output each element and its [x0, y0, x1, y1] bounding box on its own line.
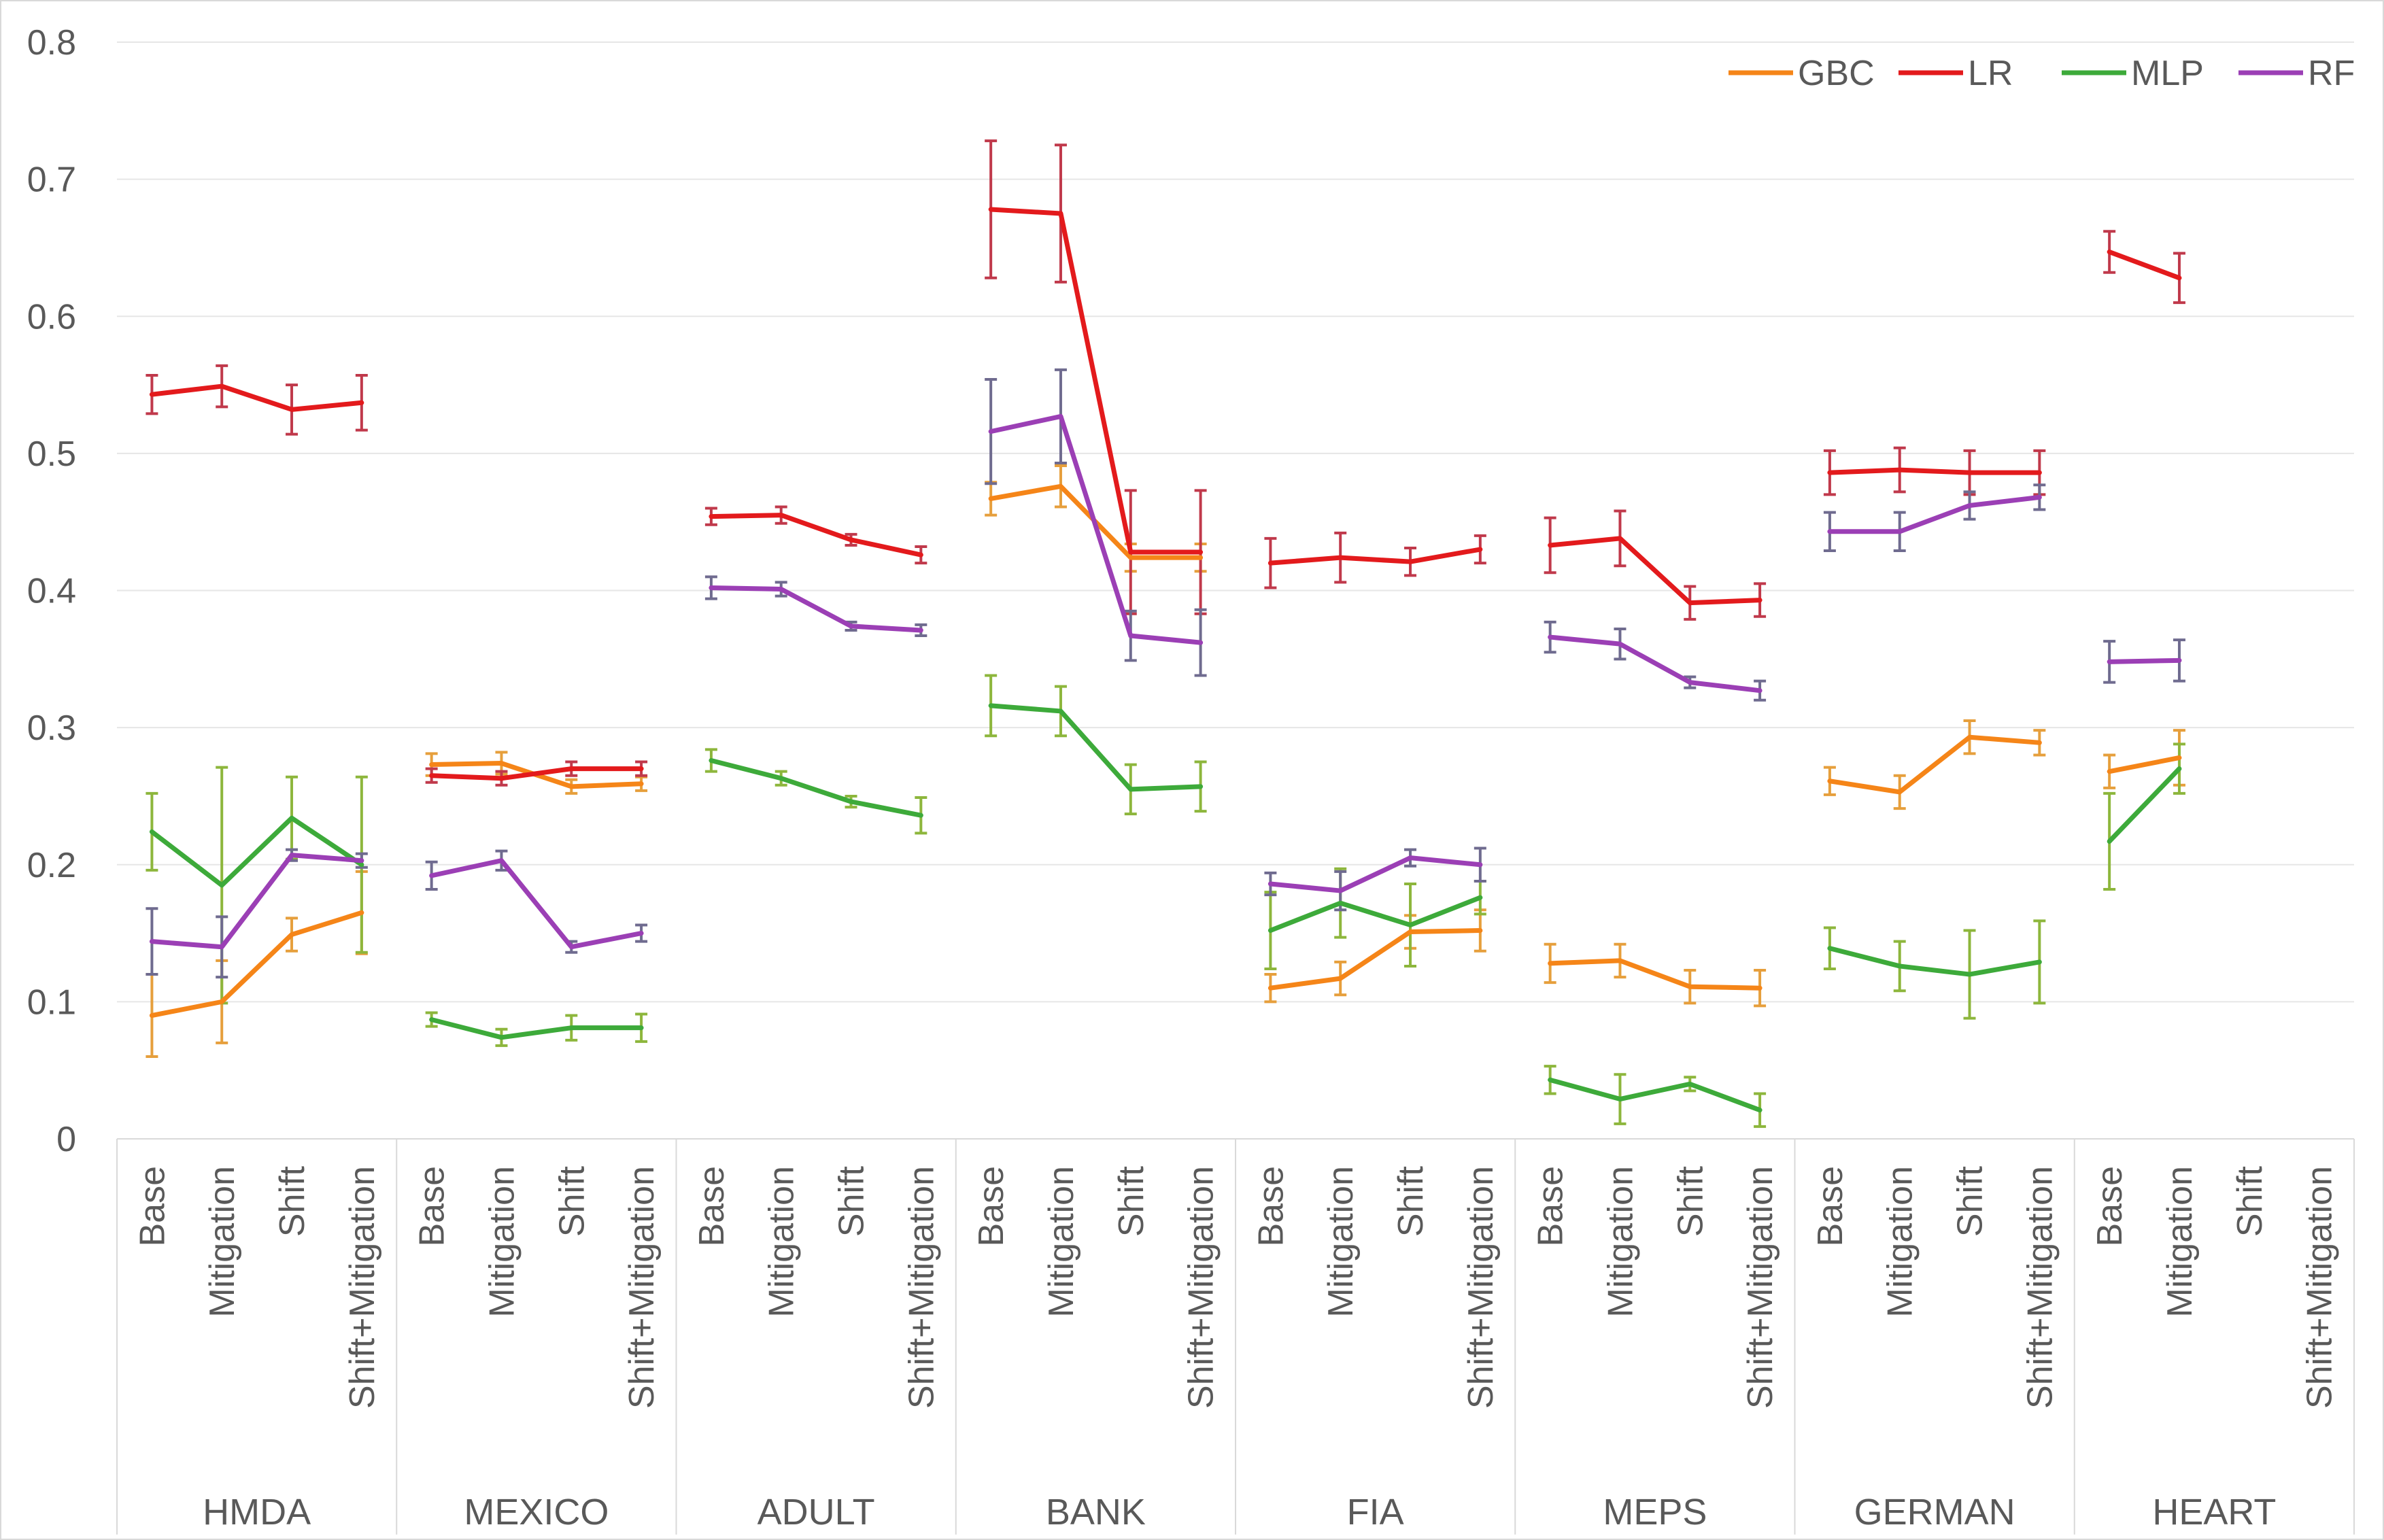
series-line-rf	[988, 413, 1204, 645]
x-group-label: HEART	[2152, 1492, 2276, 1533]
x-category-label: Mitigation	[762, 1166, 802, 1318]
x-category-label: Shift	[1391, 1165, 1431, 1237]
x-category-label: Shift+Mitigation	[622, 1166, 662, 1409]
x-category-label: Mitigation	[1321, 1166, 1361, 1318]
series-line-rf	[429, 858, 644, 950]
series-line-rf	[1827, 494, 2042, 534]
series-line-lr	[709, 513, 923, 558]
x-category-label: Mitigation	[1881, 1166, 1920, 1318]
x-category-label: Shift	[832, 1165, 872, 1237]
legend-label-rf: RF	[2308, 54, 2355, 93]
x-category-label: Base	[133, 1166, 172, 1247]
legend-label-lr: LR	[1968, 54, 2013, 93]
x-category-label: Base	[1811, 1166, 1850, 1247]
x-group-label: ADULT	[757, 1492, 875, 1533]
x-category-label: Shift+Mitigation	[1741, 1166, 1780, 1409]
x-group-label: FIA	[1347, 1492, 1404, 1533]
x-category-label: Shift+Mitigation	[902, 1166, 941, 1409]
series-line-mlp	[709, 758, 923, 818]
x-group-label: HMDA	[203, 1492, 311, 1533]
series-line-lr	[1827, 467, 2042, 475]
series-line-lr	[2107, 249, 2182, 281]
series-line-mlp	[1548, 1077, 1763, 1113]
series-line-rf	[149, 853, 364, 950]
series-line-rf	[1548, 634, 1763, 694]
y-tick-label: 0.1	[27, 982, 76, 1022]
series-line-gbc	[1827, 734, 2042, 795]
series-line-lr	[149, 383, 364, 412]
series-line-gbc	[1267, 928, 1483, 991]
x-category-label: Shift	[552, 1165, 592, 1237]
series-line-rf	[2107, 657, 2182, 664]
x-category-label: Mitigation	[2160, 1166, 2200, 1318]
gridlines	[117, 41, 2354, 1140]
x-category-label: Base	[2090, 1166, 2130, 1247]
x-category-label: Shift	[1112, 1165, 1151, 1237]
x-category-label: Base	[692, 1166, 732, 1247]
y-axis-tick-labels: 0 0.1 0.2 0.3 0.4 0.5 0.6 0.7 0.8	[27, 23, 76, 1159]
series-line-lr	[1548, 536, 1763, 606]
legend: GBC LR MLP RF	[1729, 54, 2355, 93]
y-tick-label: 0.3	[27, 708, 76, 748]
x-category-label: Base	[1251, 1166, 1291, 1247]
x-category-label: Base	[972, 1166, 1011, 1247]
x-category-label: Base	[413, 1166, 452, 1247]
y-tick-label: 0.5	[27, 434, 76, 474]
series-line-mlp	[2107, 766, 2182, 844]
x-axis: Base Mitigation Shift Shift+Mitigation HMDA B…	[116, 1139, 2355, 1535]
series-line-mlp	[429, 1017, 644, 1040]
x-category-label: Mitigation	[203, 1166, 242, 1318]
x-group-label: BANK	[1046, 1492, 1146, 1533]
x-category-label: Shift+Mitigation	[1461, 1166, 1501, 1409]
x-category-label: Shift	[2230, 1165, 2270, 1237]
series-line-rf	[709, 585, 923, 633]
x-category-label: Mitigation	[1042, 1166, 1081, 1318]
error-bars	[146, 139, 2185, 1128]
x-category-label: Base	[1531, 1166, 1571, 1247]
series-line-lr	[429, 766, 644, 781]
x-category-label: Shift	[1951, 1165, 1990, 1237]
legend-label-mlp: MLP	[2131, 54, 2204, 93]
series-line-gbc	[1548, 958, 1763, 991]
series-line-rf	[1267, 855, 1483, 893]
legend-label-gbc: GBC	[1798, 54, 1875, 93]
x-group-label: MEPS	[1603, 1492, 1707, 1533]
series-line-mlp	[149, 815, 364, 888]
y-tick-label: 0.8	[27, 23, 76, 63]
x-group-label: MEXICO	[464, 1492, 609, 1533]
x-category-label: Shift+Mitigation	[2020, 1166, 2060, 1409]
series-line-mlp	[1267, 895, 1483, 934]
x-category-label: Mitigation	[1601, 1166, 1640, 1318]
y-tick-label: 0.2	[27, 846, 76, 885]
y-tick-label: 0.4	[27, 572, 76, 611]
y-tick-label: 0	[56, 1120, 76, 1159]
x-category-label: Mitigation	[482, 1166, 522, 1318]
x-category-label: Shift	[273, 1165, 312, 1237]
x-category-label: Shift+Mitigation	[1182, 1166, 1221, 1409]
y-tick-label: 0.7	[27, 160, 76, 200]
series-line-gbc	[149, 910, 364, 1019]
series-line-lr	[1267, 547, 1483, 566]
series-lines	[149, 207, 2182, 1113]
y-tick-label: 0.6	[27, 297, 76, 337]
x-category-label: Shift	[1671, 1165, 1710, 1237]
series-line-lr	[988, 207, 1204, 555]
series-line-gbc	[2107, 755, 2182, 774]
series-line-mlp	[1827, 946, 2042, 977]
x-category-label: Shift+Mitigation	[2300, 1166, 2340, 1409]
series-line-mlp	[988, 703, 1204, 792]
x-group-label: GERMAN	[1854, 1492, 2015, 1533]
x-category-label: Shift+Mitigation	[343, 1166, 382, 1409]
